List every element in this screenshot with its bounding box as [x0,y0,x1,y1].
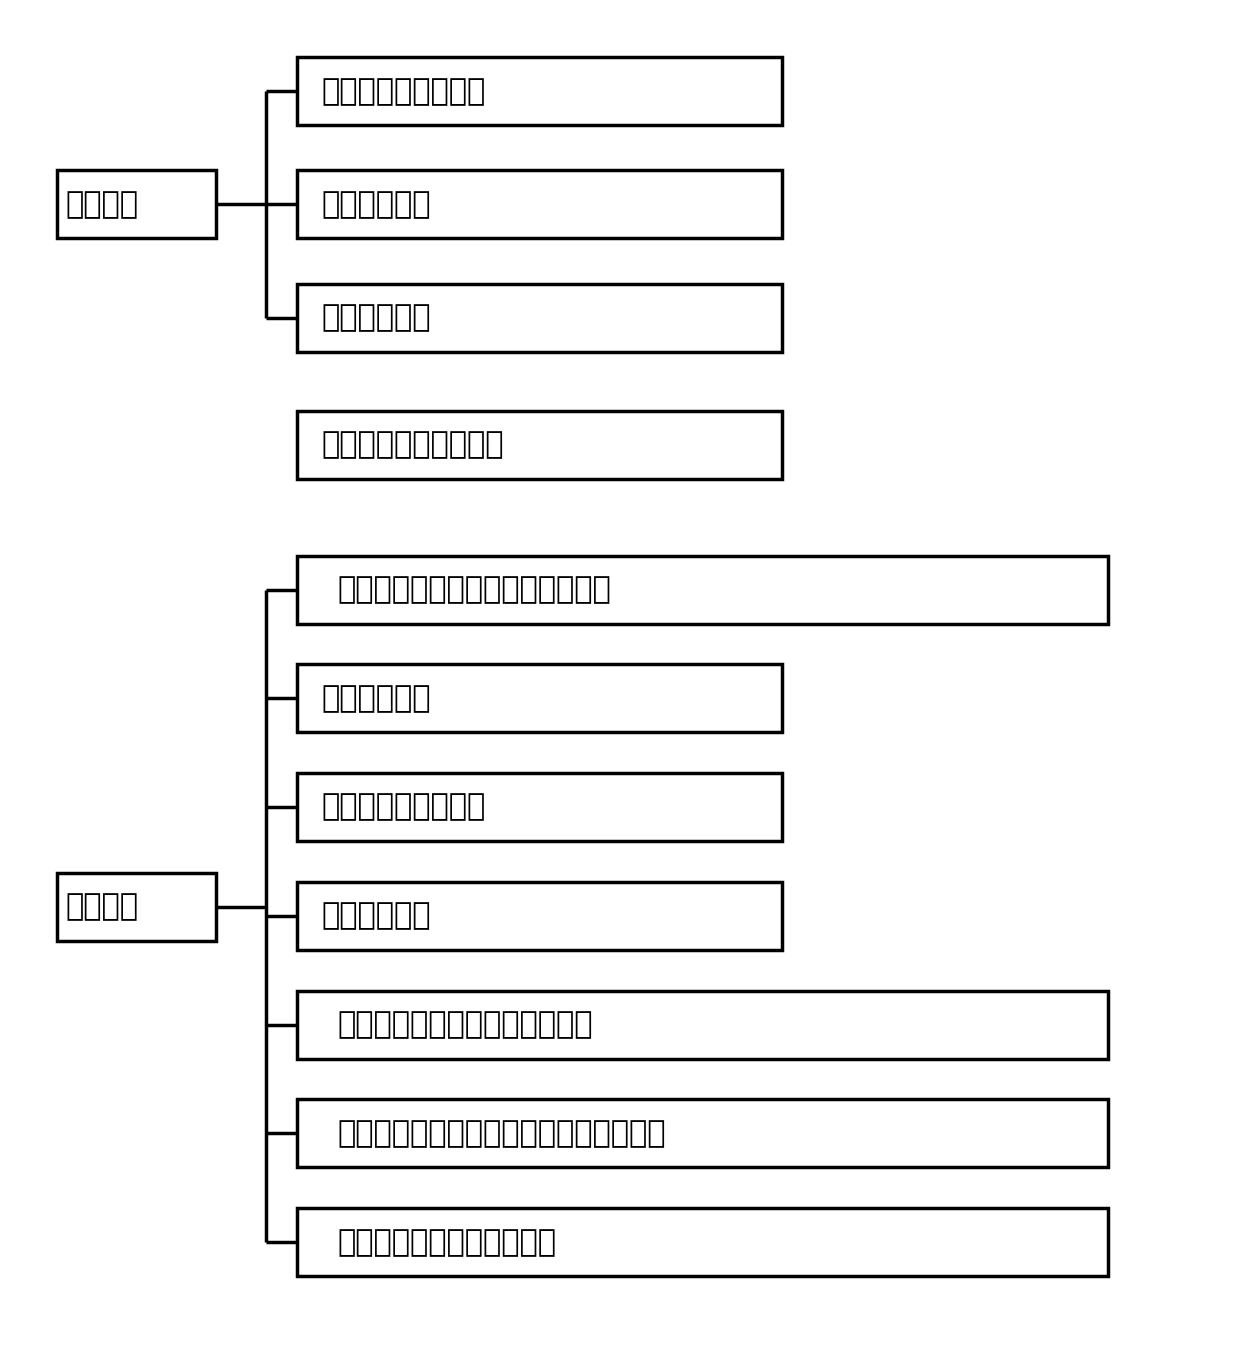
Bar [298,881,782,951]
Text: 负荷电流误差: 负荷电流误差 [321,683,432,713]
Text: 录播稳态误差: 录播稳态误差 [321,902,432,930]
Bar [57,171,216,239]
Bar [298,171,782,239]
Bar [298,1208,1109,1276]
Bar [298,773,782,841]
Bar [298,991,1109,1059]
Text: 功能试验: 功能试验 [66,190,138,218]
Bar [298,556,1109,624]
Text: 短路故障报警启动误差: 短路故障报警启动误差 [321,430,505,460]
Text: 最小可识别短路故障电流持续时间: 最小可识别短路故障电流持续时间 [339,575,611,605]
Bar [298,57,782,125]
Text: 性能试验: 性能试验 [66,892,138,921]
Text: 采集单元三相合成同步误差: 采集单元三相合成同步误差 [339,1227,557,1257]
Bar [57,873,216,941]
Bar [298,411,782,479]
Text: 故障发生时间和录波启动时间的时间偏差: 故障发生时间和录波启动时间的时间偏差 [339,1119,666,1149]
Text: 故障录波功能: 故障录波功能 [321,190,432,218]
Bar [298,664,782,732]
Text: 接地故障时别正确率: 接地故障时别正确率 [321,793,486,822]
Text: 短路和接地故障识别: 短路和接地故障识别 [321,77,486,106]
Bar [298,283,782,351]
Bar [298,1100,1109,1168]
Text: 防误报警功能: 防误报警功能 [321,304,432,332]
Text: 故障录波暂态性能最大峰值误差: 故障录波暂态性能最大峰值误差 [339,1010,594,1039]
